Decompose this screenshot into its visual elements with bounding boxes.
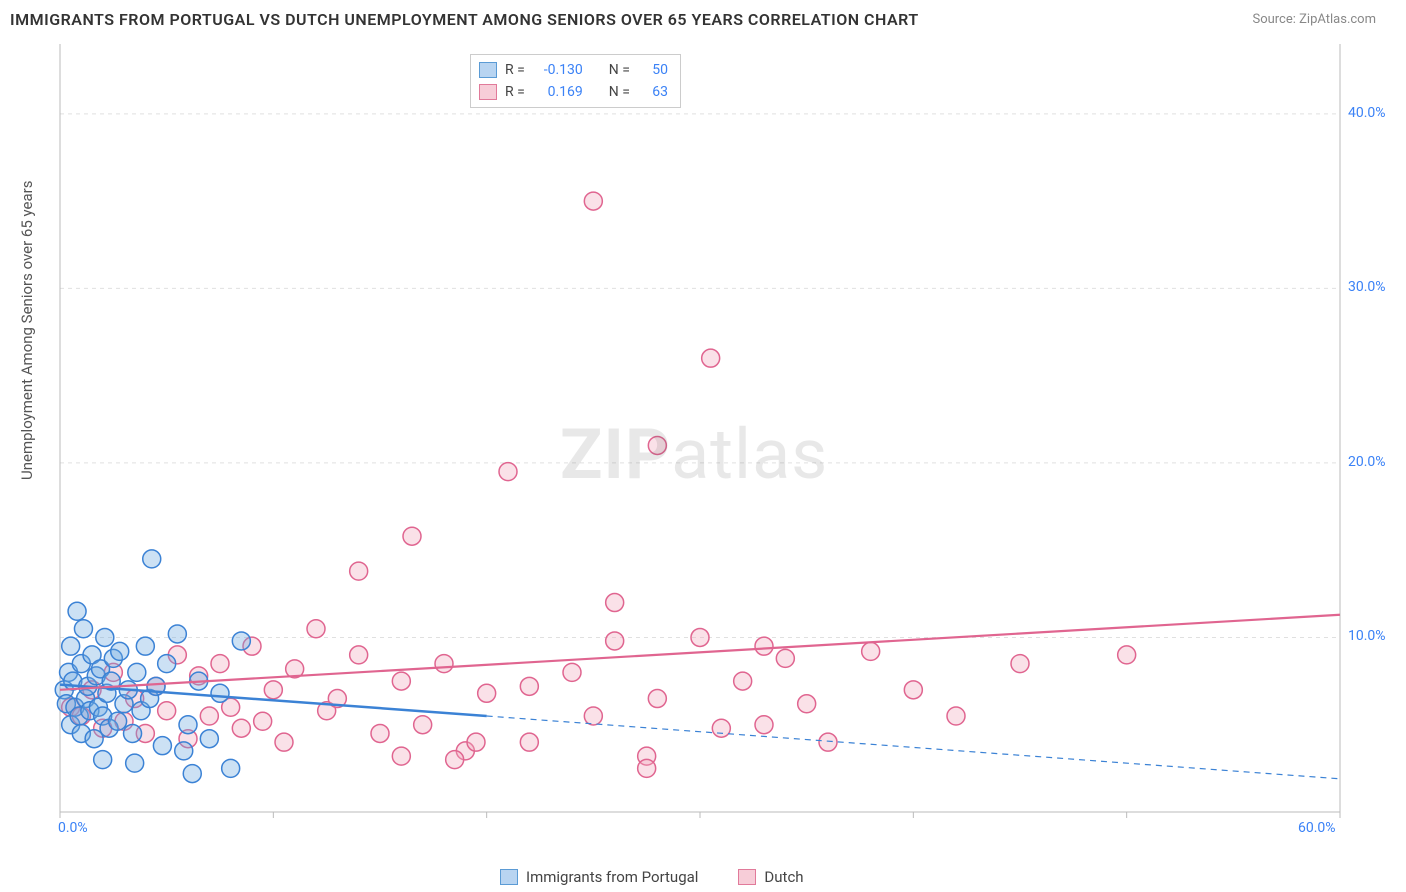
n-label: N = [609, 84, 630, 100]
y-tick-label: 20.0% [1348, 454, 1386, 470]
scatter-chart [50, 44, 1350, 824]
page-title: IMMIGRANTS FROM PORTUGAL VS DUTCH UNEMPL… [10, 10, 919, 29]
x-tick-label: 60.0% [1298, 820, 1336, 836]
x-legend: Immigrants from Portugal Dutch [500, 868, 804, 886]
stats-legend-row: R = 0.169 N = 63 [479, 81, 668, 103]
x-legend-item: Dutch [738, 868, 803, 886]
x-legend-label: Dutch [764, 868, 803, 886]
y-tick-label: 10.0% [1348, 628, 1386, 644]
x-legend-item: Immigrants from Portugal [500, 868, 698, 886]
r-label: R = [505, 62, 525, 78]
x-legend-label: Immigrants from Portugal [526, 868, 698, 886]
r-value: -0.130 [533, 62, 583, 78]
y-tick-label: 40.0% [1348, 105, 1386, 121]
chart-container: ZIPatlas R = -0.130 N = 50 R = 0.169 N =… [50, 44, 1350, 824]
legend-swatch-icon [738, 869, 756, 885]
source-label: Source: ZipAtlas.com [1252, 12, 1376, 27]
n-label: N = [609, 62, 630, 78]
stats-legend-row: R = -0.130 N = 50 [479, 59, 668, 81]
stats-legend: R = -0.130 N = 50 R = 0.169 N = 63 [470, 54, 681, 108]
r-value: 0.169 [533, 84, 583, 100]
legend-swatch-icon [479, 62, 497, 78]
y-tick-label: 30.0% [1348, 279, 1386, 295]
x-tick-label: 0.0% [58, 820, 88, 836]
r-label: R = [505, 84, 525, 100]
legend-swatch-icon [500, 869, 518, 885]
n-value: 63 [638, 84, 668, 100]
y-axis-label: Unemployment Among Seniors over 65 years [18, 181, 36, 480]
n-value: 50 [638, 62, 668, 78]
legend-swatch-icon [479, 84, 497, 100]
